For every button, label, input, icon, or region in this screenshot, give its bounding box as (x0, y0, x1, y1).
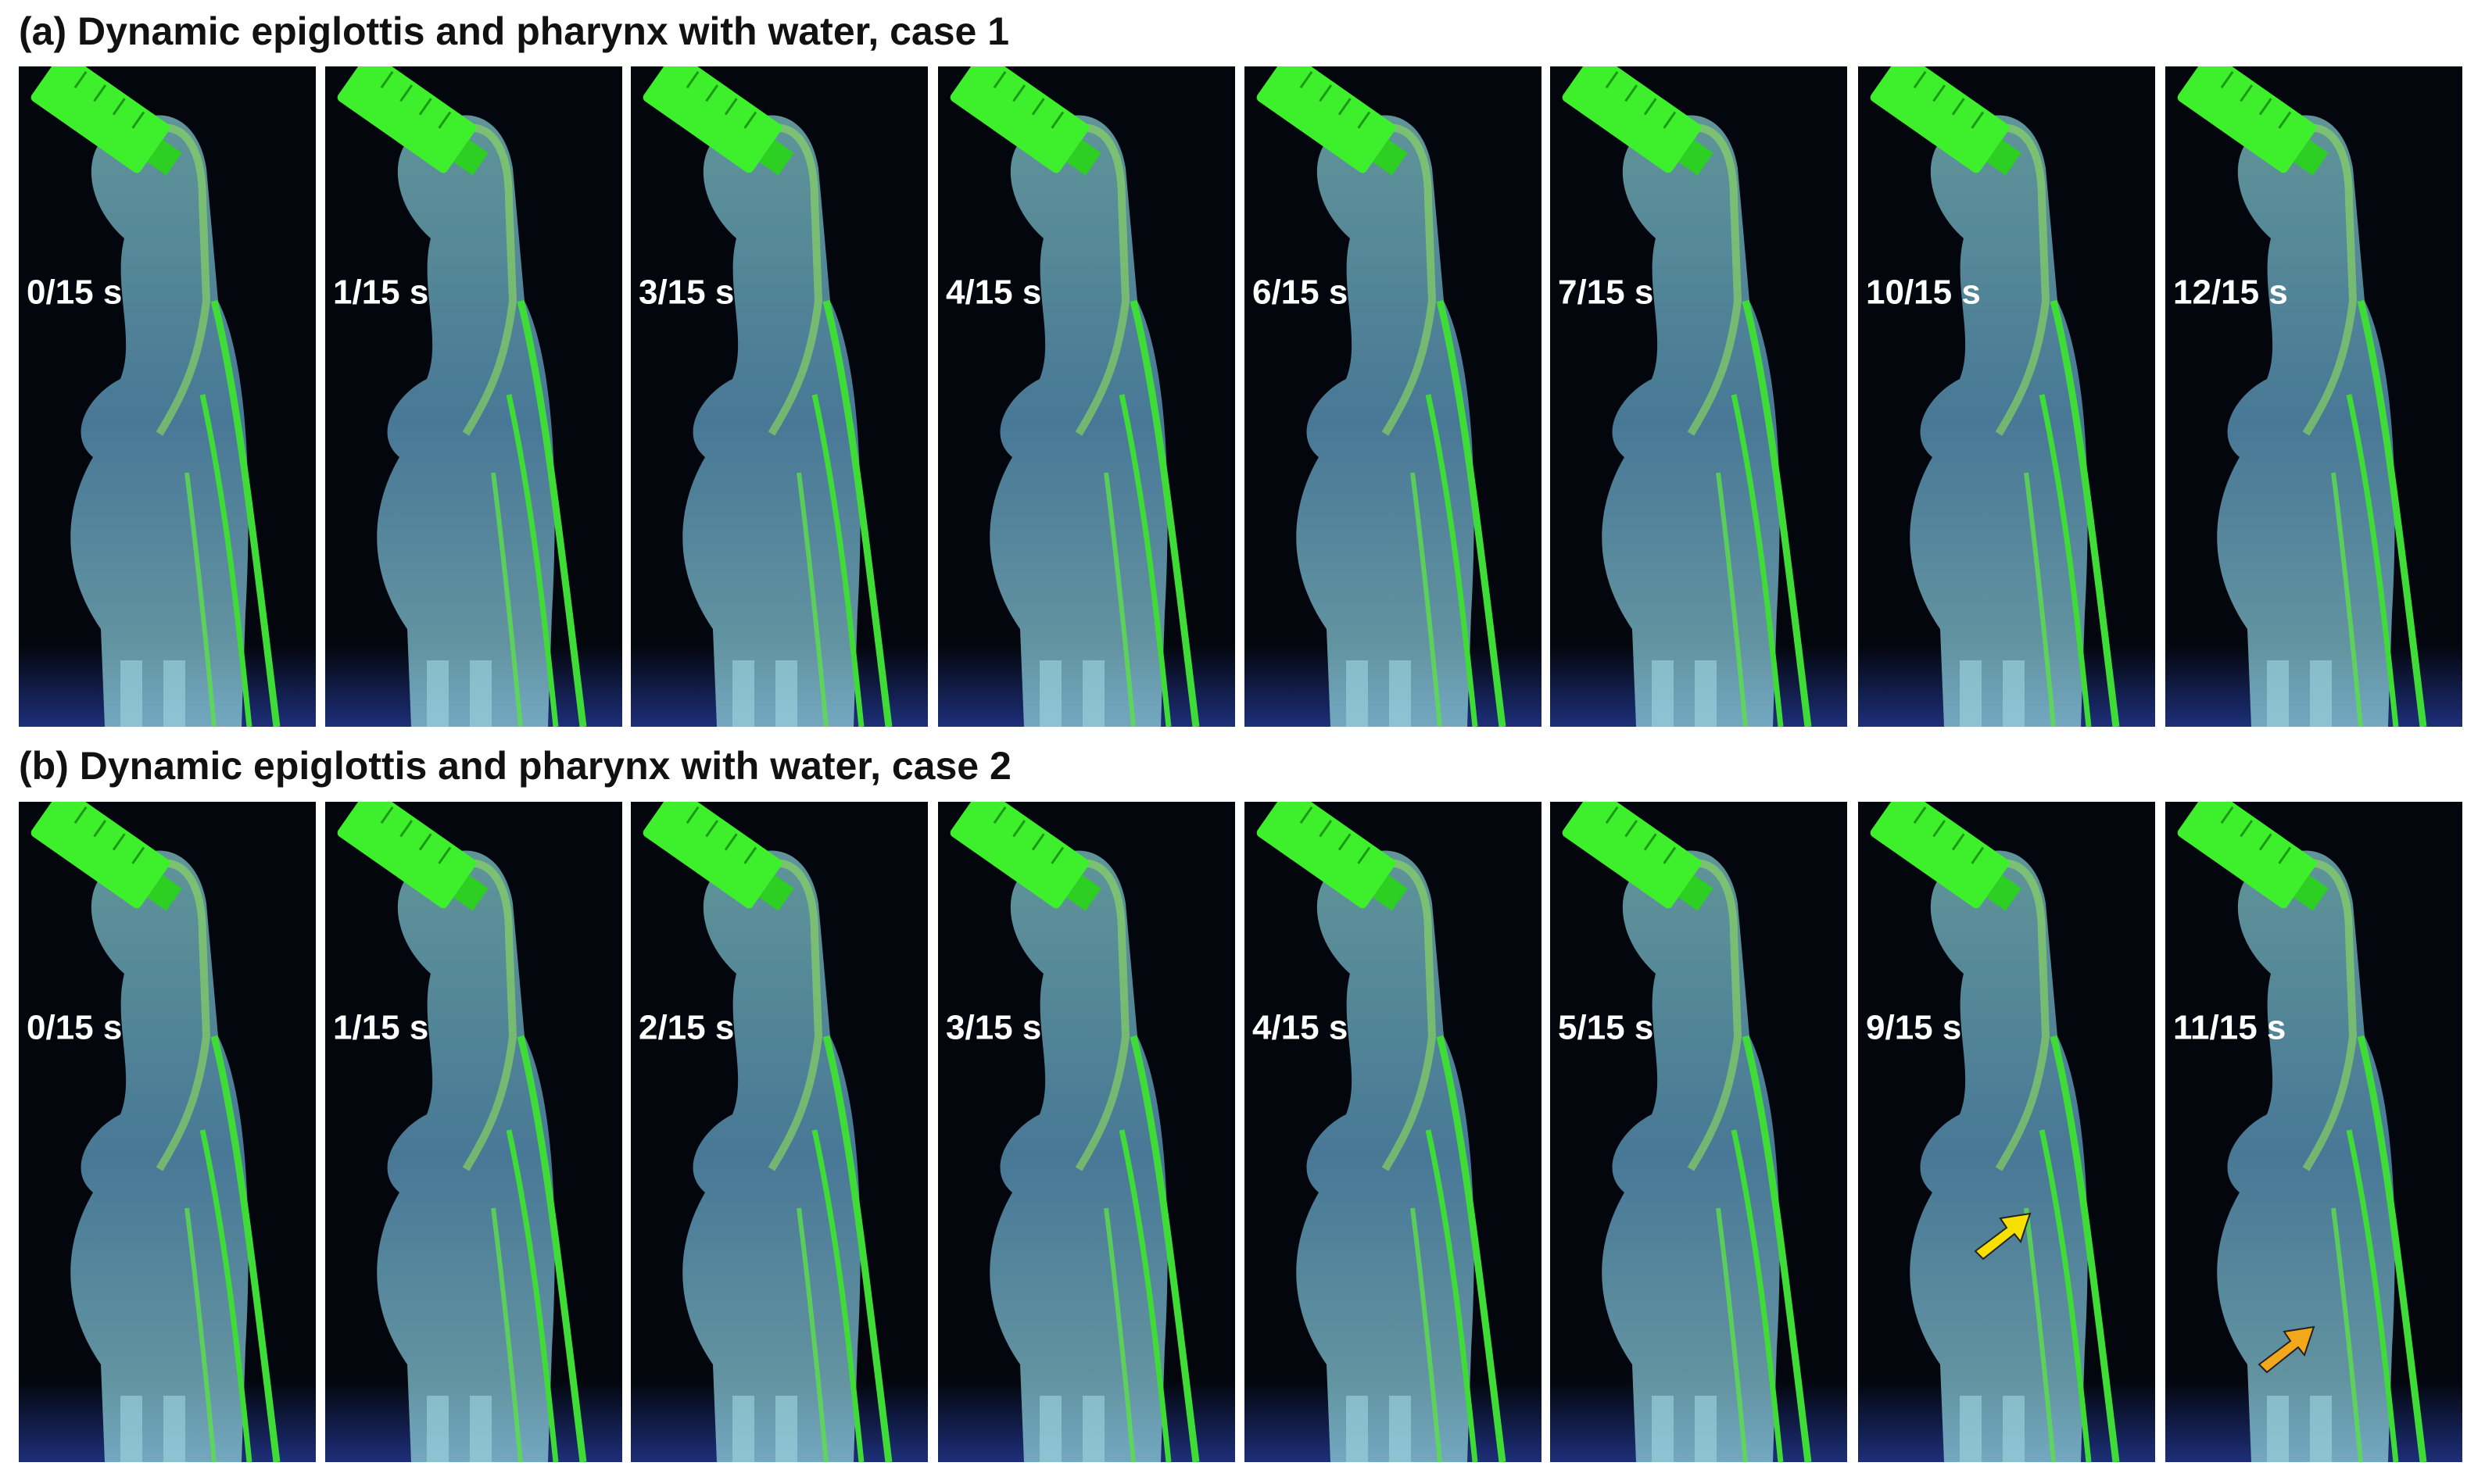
time-label: 6/15 s (1252, 274, 1348, 312)
time-label: 7/15 s (1558, 274, 1653, 312)
time-label: 9/15 s (1866, 1009, 1961, 1047)
photo (1244, 51, 1541, 727)
time-label: 1/15 s (333, 274, 428, 312)
time-label: 4/15 s (1252, 1009, 1348, 1047)
photo (938, 786, 1235, 1462)
frame: 0/15 s (19, 51, 316, 727)
frame: 9/15 s (1858, 786, 2155, 1462)
arrow (1974, 1212, 2032, 1261)
frame: 2/15 s (631, 786, 928, 1462)
photo (2165, 51, 2462, 727)
photo (2165, 786, 2462, 1462)
panel-title: (b) Dynamic epiglottis and pharynx with … (19, 744, 1012, 788)
photo (1550, 51, 1847, 727)
panel-title: (a) Dynamic epiglottis and pharynx with … (19, 9, 1009, 53)
photo (1244, 786, 1541, 1462)
time-label: 5/15 s (1558, 1009, 1653, 1047)
frame: 3/15 s (631, 51, 928, 727)
frame: 7/15 s (1550, 51, 1847, 727)
frame: 10/15 s (1858, 51, 2155, 727)
frame: 1/15 s (325, 786, 622, 1462)
photo (938, 51, 1235, 727)
time-label: 0/15 s (27, 1009, 122, 1047)
photo (1858, 786, 2155, 1462)
photo (631, 51, 928, 727)
time-label: 3/15 s (946, 1009, 1041, 1047)
time-label: 2/15 s (639, 1009, 734, 1047)
frame: 1/15 s (325, 51, 622, 727)
frame: 3/15 s (938, 786, 1235, 1462)
time-label: 12/15 s (2173, 274, 2288, 312)
photo (631, 786, 928, 1462)
time-label: 3/15 s (639, 274, 734, 312)
arrow (2258, 1325, 2315, 1374)
photo (1858, 51, 2155, 727)
frame: 5/15 s (1550, 786, 1847, 1462)
photo (325, 51, 622, 727)
time-label: 11/15 s (2173, 1009, 2286, 1047)
time-label: 0/15 s (27, 274, 122, 312)
frame: 0/15 s (19, 786, 316, 1462)
photo (19, 786, 316, 1462)
time-label: 4/15 s (946, 274, 1041, 312)
time-label: 10/15 s (1866, 274, 1981, 312)
photo (19, 51, 316, 727)
frame: 4/15 s (938, 51, 1235, 727)
frame: 11/15 s (2165, 786, 2462, 1462)
frame: 12/15 s (2165, 51, 2462, 727)
time-label: 1/15 s (333, 1009, 428, 1047)
photo (1550, 786, 1847, 1462)
photo (325, 786, 622, 1462)
frame: 4/15 s (1244, 786, 1541, 1462)
frame: 6/15 s (1244, 51, 1541, 727)
